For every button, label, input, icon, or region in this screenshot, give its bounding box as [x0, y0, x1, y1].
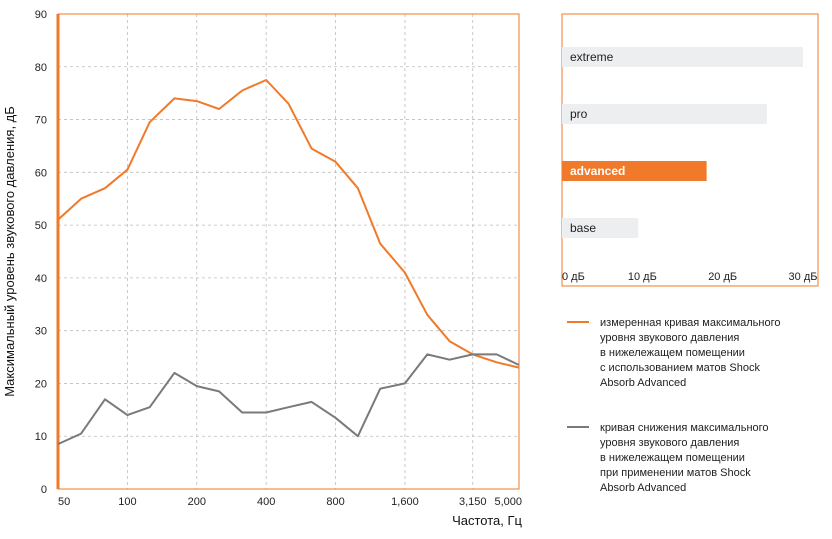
- legend-swatch-reduction: [567, 426, 589, 428]
- x-tick-label: 1,600: [391, 496, 419, 508]
- bar-pro: [562, 104, 767, 124]
- bar-x-tick-label: 0 дБ: [562, 271, 585, 283]
- bar-x-tick-label: 10 дБ: [628, 271, 657, 283]
- bar-label: advanced: [570, 164, 625, 178]
- y-tick-label: 20: [35, 378, 47, 390]
- x-tick-label: 100: [118, 496, 136, 508]
- x-axis-title: Частота, Гц: [452, 513, 522, 528]
- bar-label: pro: [570, 107, 588, 121]
- y-tick-label: 10: [35, 431, 47, 443]
- bar-extreme: [562, 47, 803, 67]
- x-tick-label: 5,000: [494, 496, 522, 508]
- bar-advanced: [562, 161, 707, 181]
- y-axis-title: Максимальный уровень звукового давления,…: [2, 106, 17, 397]
- series-line-measured: [57, 79, 520, 369]
- legend-swatch-measured: [567, 321, 589, 323]
- y-tick-label: 90: [35, 9, 47, 21]
- y-tick-label: 40: [35, 273, 47, 285]
- x-tick-label: 400: [257, 496, 275, 508]
- y-tick-label: 50: [35, 220, 47, 232]
- x-tick-label: 800: [326, 496, 344, 508]
- legend-text-reduction: кривая снижения максимального уровня зву…: [600, 422, 769, 494]
- x-tick-label: 200: [188, 496, 206, 508]
- y-tick-label: 60: [35, 167, 47, 179]
- x-tick-label: 3,150: [459, 496, 487, 508]
- bar-base: [562, 218, 639, 238]
- y-tick-label: 80: [35, 62, 47, 74]
- bar-label: base: [570, 221, 596, 235]
- bar-label: extreme: [570, 50, 614, 64]
- y-tick-label: 30: [35, 326, 47, 338]
- x-tick-label: 50: [58, 496, 70, 508]
- y-tick-label: 70: [35, 115, 47, 127]
- series-line-reduction: [57, 353, 520, 446]
- legend-text-measured: измеренная кривая максимального уровня з…: [600, 317, 781, 389]
- y-tick-label: 0: [41, 484, 47, 496]
- bar-x-tick-label: 30 дБ: [789, 271, 818, 283]
- bar-x-tick-label: 20 дБ: [708, 271, 737, 283]
